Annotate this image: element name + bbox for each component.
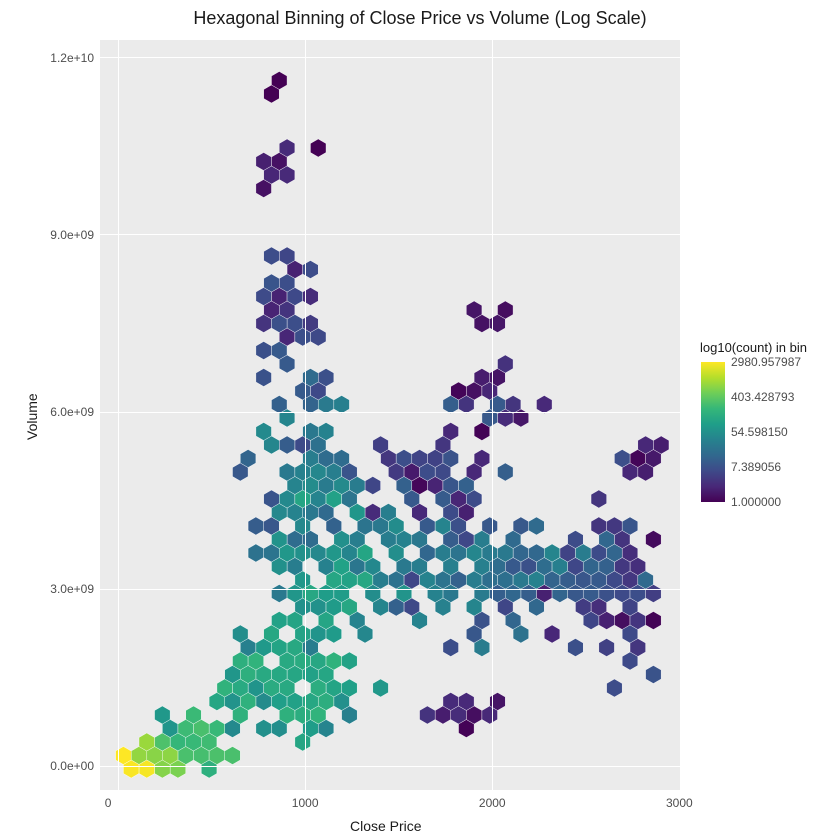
plot-panel (100, 40, 680, 790)
legend-tick-label: 1.000000 (731, 495, 781, 509)
hex-bin (607, 679, 623, 697)
hex-bin (646, 612, 662, 630)
hex-bin (646, 666, 662, 684)
y-gridline (100, 766, 680, 767)
hex-bin (279, 436, 295, 454)
hex-bin (498, 463, 514, 481)
hex-bin (568, 639, 584, 657)
hex-bin (646, 531, 662, 549)
x-tick-label: 2000 (479, 796, 506, 810)
y-axis-title: Volume (24, 393, 40, 440)
hex-bin (591, 490, 607, 508)
hex-bin (271, 585, 287, 603)
y-tick-label: 3.0e+09 (50, 582, 94, 596)
chart-title: Hexagonal Binning of Close Price vs Volu… (0, 8, 840, 29)
hex-bin (310, 139, 326, 157)
hex-bin (342, 652, 358, 670)
hex-bin (256, 369, 272, 387)
x-gridline (118, 40, 119, 790)
y-tick-label: 0.0e+00 (50, 759, 94, 773)
legend-tick-label: 403.428793 (731, 390, 794, 404)
hex-bin (225, 747, 241, 765)
hex-bin (248, 544, 264, 562)
hex-bin (365, 477, 381, 495)
hex-bin (443, 639, 459, 657)
hex-bin (420, 706, 436, 724)
hex-bin (599, 639, 615, 657)
legend-tick-label: 54.598150 (731, 425, 788, 439)
hex-bin (256, 720, 272, 738)
x-gridline (680, 40, 681, 790)
hexbin-layer (100, 40, 680, 790)
hex-bin (529, 517, 545, 535)
y-tick-label: 6.0e+09 (50, 405, 94, 419)
hex-bin (256, 342, 272, 360)
hex-bin (264, 247, 280, 265)
legend-title: log10(count) in bin (700, 340, 807, 355)
chart-root: Hexagonal Binning of Close Price vs Volu… (0, 0, 840, 840)
x-gridline (492, 40, 493, 790)
color-legend: log10(count) in bin 2980.957987403.42879… (700, 340, 807, 503)
legend-colorbar: 2980.957987403.42879354.5981507.3890561.… (700, 361, 726, 503)
x-axis-title: Close Price (350, 818, 422, 834)
y-tick-label: 9.0e+09 (50, 228, 94, 242)
hex-bin (544, 625, 560, 643)
y-gridline (100, 234, 680, 235)
y-gridline (100, 412, 680, 413)
x-gridline (305, 40, 306, 790)
y-gridline (100, 57, 680, 58)
y-tick-label: 1.2e+10 (50, 51, 94, 65)
x-tick-label: 0 (105, 796, 112, 810)
legend-tick-label: 2980.957987 (731, 355, 801, 369)
hex-bin (248, 517, 264, 535)
legend-tick-label: 7.389056 (731, 460, 781, 474)
x-tick-label: 3000 (666, 796, 693, 810)
x-tick-label: 1000 (292, 796, 319, 810)
hex-bin (373, 679, 389, 697)
y-gridline (100, 589, 680, 590)
